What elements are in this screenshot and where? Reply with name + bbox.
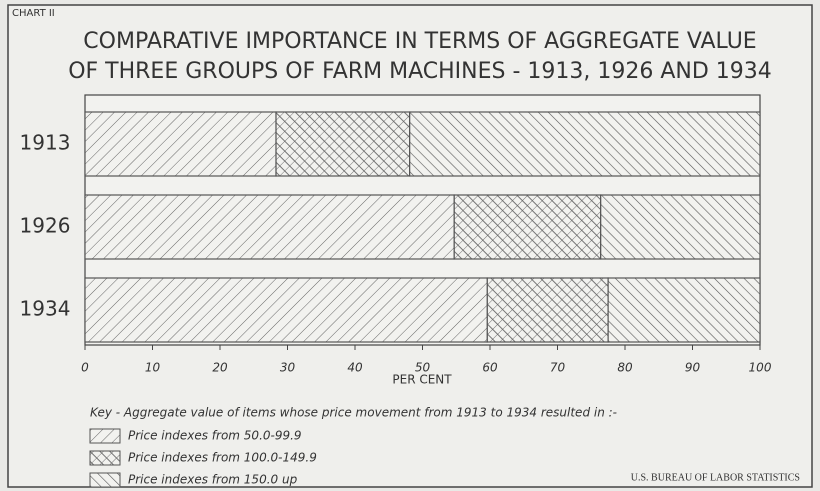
x-tick-label: 20 (212, 361, 228, 375)
x-tick-label: 100 (749, 361, 772, 375)
x-tick-label: 30 (280, 361, 296, 375)
x-tick-label: 10 (145, 361, 161, 375)
chart-title: COMPARATIVE IMPORTANCE IN TERMS OF AGGRE… (83, 29, 756, 54)
x-axis-label: PER CENT (392, 373, 452, 387)
bar-segment (409, 111, 761, 177)
legend-label: Price indexes from 150.0 up (128, 473, 298, 487)
legend-label: Price indexes from 100.0-149.9 (128, 451, 317, 465)
x-tick-label: 80 (617, 361, 633, 375)
bar-segment (486, 277, 609, 343)
legend-swatch (89, 428, 121, 444)
y-tick-label: 1913 (20, 131, 71, 155)
chart-label: CHART II (12, 8, 55, 19)
y-tick-label: 1934 (20, 297, 71, 321)
x-tick-label: 50 (415, 361, 431, 375)
bar-segment (600, 194, 761, 260)
legend-title: Key - Aggregate value of items whose pri… (90, 406, 617, 420)
bar-segment (453, 194, 602, 260)
x-tick-label: 60 (482, 361, 498, 375)
legend-swatch (89, 472, 121, 488)
bar-segment (84, 111, 277, 177)
x-tick-label: 90 (685, 361, 701, 375)
bar-segment (607, 277, 761, 343)
chart-title: OF THREE GROUPS OF FARM MACHINES - 1913,… (68, 59, 772, 84)
bar-segment (84, 194, 455, 260)
legend-label: Price indexes from 50.0-99.9 (128, 429, 302, 443)
legend-swatch (89, 450, 121, 466)
source: U.S. BUREAU OF LABOR STATISTICS (631, 472, 800, 483)
x-tick-label: 70 (550, 361, 566, 375)
x-tick-label: 0 (81, 361, 89, 375)
x-tick-label: 40 (347, 361, 363, 375)
bar-segment (84, 277, 488, 343)
y-tick-label: 1926 (20, 214, 71, 238)
bar-segment (275, 111, 411, 177)
